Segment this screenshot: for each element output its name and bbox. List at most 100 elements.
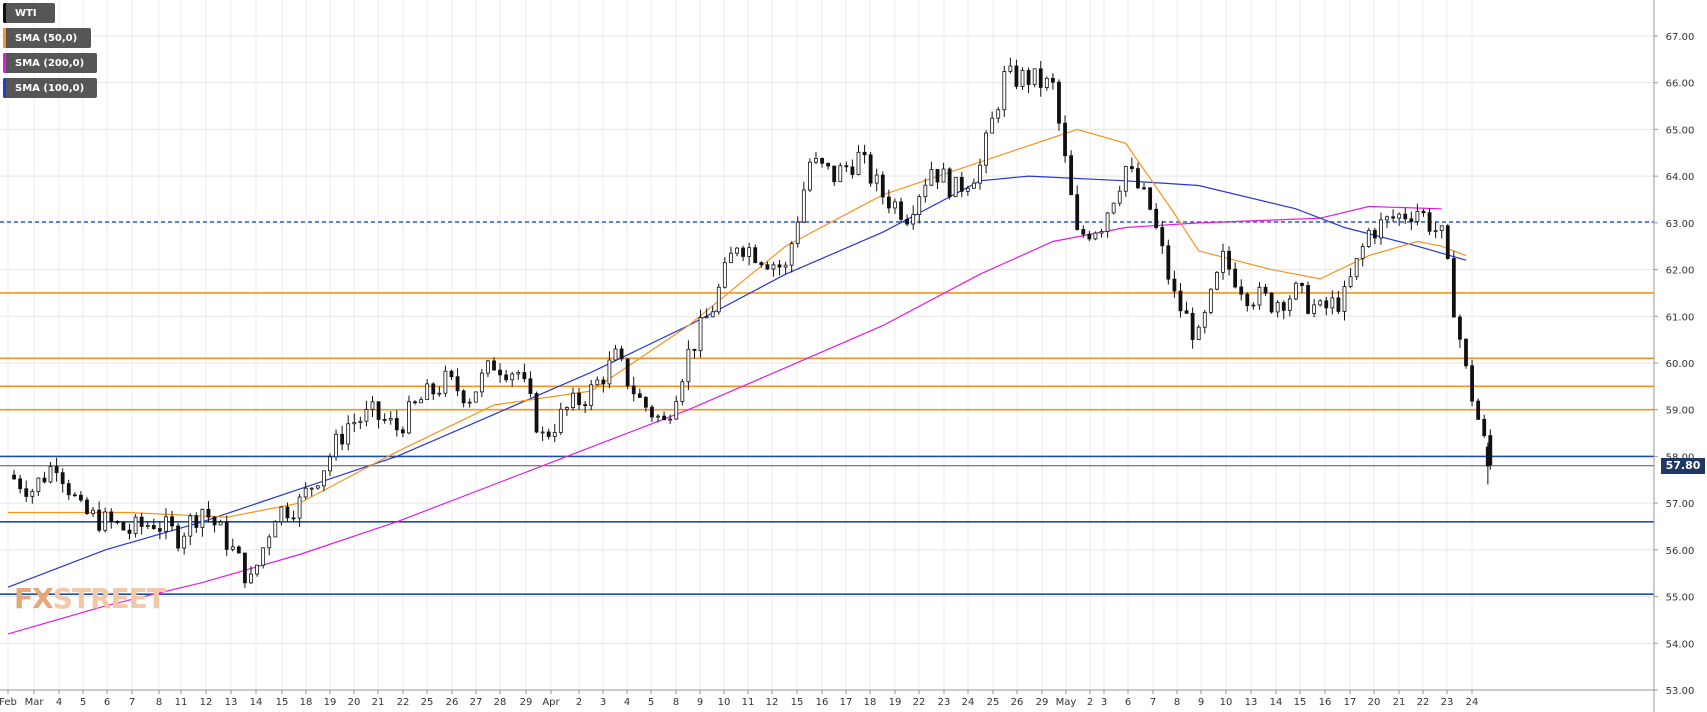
candle: [249, 566, 253, 585]
candle: [297, 493, 302, 527]
candle-body: [1014, 65, 1019, 87]
candle: [1485, 442, 1490, 485]
candle: [1275, 300, 1280, 318]
x-tick-label: 19: [889, 697, 902, 708]
candle: [631, 376, 636, 402]
y-tick-label: 64.00: [1666, 172, 1695, 183]
candle: [1263, 284, 1268, 296]
candle-body: [886, 196, 891, 209]
candle: [777, 259, 782, 276]
legend-sma-50-label: SMA (50,0): [15, 32, 78, 44]
candle: [1184, 301, 1189, 314]
candle-body: [1008, 65, 1013, 72]
candle-body: [1312, 304, 1317, 314]
candle-body: [1142, 187, 1146, 190]
candle: [1233, 262, 1238, 289]
candle: [230, 538, 235, 552]
candle-body: [91, 509, 95, 515]
candle: [303, 482, 308, 500]
legend-sma-50[interactable]: SMA (50,0): [3, 28, 91, 48]
candle: [516, 370, 521, 380]
candle: [510, 371, 515, 387]
candle-body: [413, 401, 417, 404]
candle: [607, 351, 612, 389]
x-tick-label: 24: [962, 697, 975, 708]
candle: [1099, 228, 1104, 238]
candle-body: [862, 151, 867, 156]
candle: [680, 378, 685, 406]
candle: [285, 502, 290, 522]
legend-symbol[interactable]: WTI: [3, 3, 55, 23]
candle: [1427, 208, 1432, 236]
candle-body: [243, 552, 247, 584]
legend-sma-200[interactable]: SMA (200,0): [3, 53, 97, 73]
candle: [1415, 203, 1420, 226]
x-tick-label: 12: [200, 697, 213, 708]
candle-body: [801, 189, 806, 223]
candle-body: [449, 370, 454, 378]
candle-body: [1093, 232, 1098, 240]
candle-body: [1318, 300, 1323, 306]
x-tick-label: 7: [1150, 697, 1156, 708]
candle-body: [48, 466, 53, 483]
grid-lines: [0, 0, 1654, 691]
candlesticks: [12, 57, 1493, 588]
candle: [826, 162, 831, 170]
legend-sma-100[interactable]: SMA (100,0): [3, 78, 97, 98]
candle: [552, 423, 557, 443]
candle-body: [1458, 316, 1462, 340]
candle-body: [565, 407, 569, 410]
candle-body: [249, 573, 253, 584]
x-tick-label: 9: [1198, 697, 1204, 708]
candle: [558, 402, 563, 436]
candle-body: [953, 176, 958, 198]
candle: [60, 468, 65, 493]
candle-body: [1281, 302, 1286, 311]
candle: [1342, 280, 1347, 321]
x-tick-label: 7: [129, 697, 135, 708]
x-tick-label: 5: [648, 697, 654, 708]
candle-body: [346, 423, 351, 445]
x-tick-label: 8: [1174, 697, 1180, 708]
candle: [1142, 182, 1146, 191]
candle-body: [826, 162, 831, 167]
x-tick-label: 3: [1101, 697, 1107, 708]
candle-body: [1324, 300, 1329, 309]
candle: [194, 512, 199, 533]
candle-body: [1178, 290, 1183, 312]
candle-body: [1427, 212, 1432, 232]
candle-body: [905, 218, 909, 225]
candle: [1433, 221, 1438, 239]
candle: [1294, 281, 1298, 301]
x-tick-label: 29: [1036, 697, 1049, 708]
candle: [1160, 220, 1165, 254]
x-tick-label: 4: [56, 697, 62, 708]
candle-body: [97, 509, 102, 531]
candle-body: [382, 419, 387, 421]
candle-body: [1360, 246, 1365, 259]
candle-body: [1409, 218, 1414, 222]
candle: [315, 485, 320, 490]
candle-body: [729, 252, 733, 264]
candle: [613, 344, 618, 361]
candle: [528, 371, 533, 398]
candle-body: [455, 376, 460, 392]
candle-body: [1081, 229, 1086, 235]
candle-body: [212, 516, 217, 526]
candle-body: [479, 372, 484, 393]
candle-body: [261, 547, 266, 566]
candle: [710, 306, 715, 318]
candle-body: [164, 516, 168, 532]
candle-body: [121, 522, 126, 531]
candle-body: [133, 516, 138, 534]
candle: [72, 492, 77, 497]
candle-body: [838, 165, 843, 183]
candle: [911, 205, 916, 230]
candle-body: [103, 511, 108, 531]
x-tick-label: 2: [576, 697, 582, 708]
candle-body: [151, 525, 156, 529]
candle-body: [1233, 268, 1238, 288]
candle-body: [771, 264, 776, 270]
candle-body: [613, 348, 618, 361]
